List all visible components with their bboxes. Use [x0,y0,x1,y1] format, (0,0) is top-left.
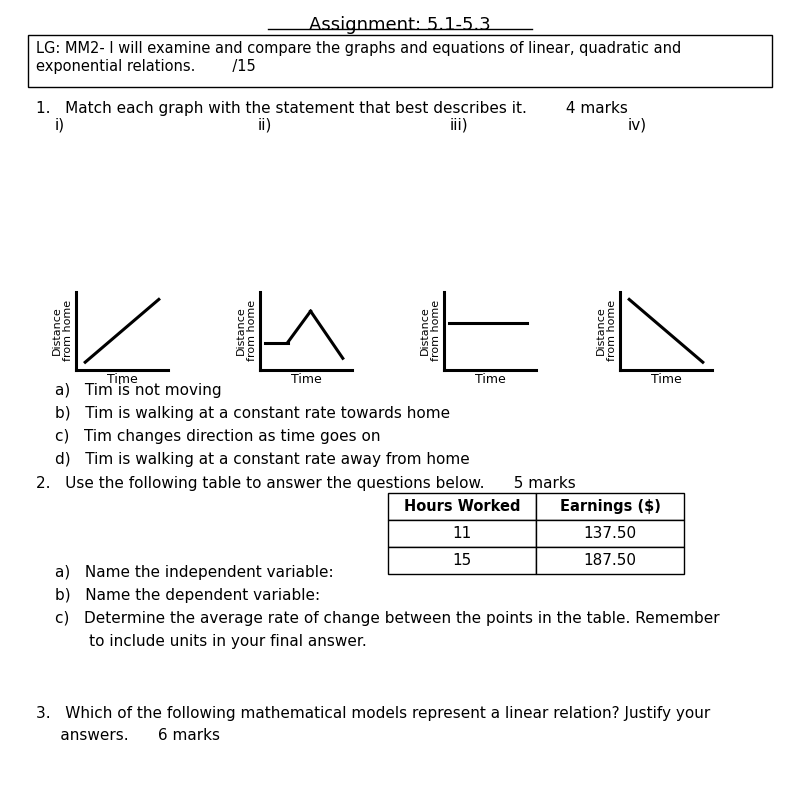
FancyBboxPatch shape [388,493,536,520]
Text: answers.      6 marks: answers. 6 marks [36,728,220,743]
X-axis label: Time: Time [474,372,506,386]
Text: 1.   Match each graph with the statement that best describes it.        4 marks: 1. Match each graph with the statement t… [36,101,628,116]
Text: Earnings ($): Earnings ($) [559,499,661,514]
Text: b)   Tim is walking at a constant rate towards home: b) Tim is walking at a constant rate tow… [55,406,450,421]
FancyBboxPatch shape [536,493,684,520]
Y-axis label: Distance
from home: Distance from home [236,300,258,361]
Text: b)   Name the dependent variable:: b) Name the dependent variable: [55,588,320,603]
Text: iv): iv) [628,118,647,133]
Text: 187.50: 187.50 [583,553,637,568]
Text: Assignment: 5.1-5.3: Assignment: 5.1-5.3 [309,16,491,34]
Text: 137.50: 137.50 [583,526,637,541]
Text: ii): ii) [258,118,272,133]
Text: 11: 11 [452,526,472,541]
Text: 15: 15 [452,553,472,568]
Text: 2.   Use the following table to answer the questions below.      5 marks: 2. Use the following table to answer the… [36,476,576,491]
X-axis label: Time: Time [650,372,682,386]
X-axis label: Time: Time [290,372,322,386]
Text: exponential relations.        /15: exponential relations. /15 [36,59,256,74]
Text: i): i) [55,118,65,133]
Y-axis label: Distance
from home: Distance from home [52,300,74,361]
Text: d)   Tim is walking at a constant rate away from home: d) Tim is walking at a constant rate awa… [55,452,470,467]
FancyBboxPatch shape [388,547,536,574]
FancyBboxPatch shape [28,35,772,87]
FancyBboxPatch shape [536,520,684,547]
Text: a)   Name the independent variable:: a) Name the independent variable: [55,565,334,580]
Text: a)   Tim is not moving: a) Tim is not moving [55,383,222,398]
Text: c)   Tim changes direction as time goes on: c) Tim changes direction as time goes on [55,429,381,444]
Text: c)   Determine the average rate of change between the points in the table. Remem: c) Determine the average rate of change … [55,611,720,626]
Text: LG: MM2- I will examine and compare the graphs and equations of linear, quadrati: LG: MM2- I will examine and compare the … [36,41,682,56]
Y-axis label: Distance
from home: Distance from home [596,300,618,361]
FancyBboxPatch shape [536,547,684,574]
FancyBboxPatch shape [388,520,536,547]
Text: 3.   Which of the following mathematical models represent a linear relation? Jus: 3. Which of the following mathematical m… [36,706,710,721]
Text: Hours Worked: Hours Worked [404,499,520,514]
Y-axis label: Distance
from home: Distance from home [420,300,442,361]
Text: to include units in your final answer.: to include units in your final answer. [55,634,366,649]
Text: iii): iii) [450,118,469,133]
X-axis label: Time: Time [106,372,138,386]
